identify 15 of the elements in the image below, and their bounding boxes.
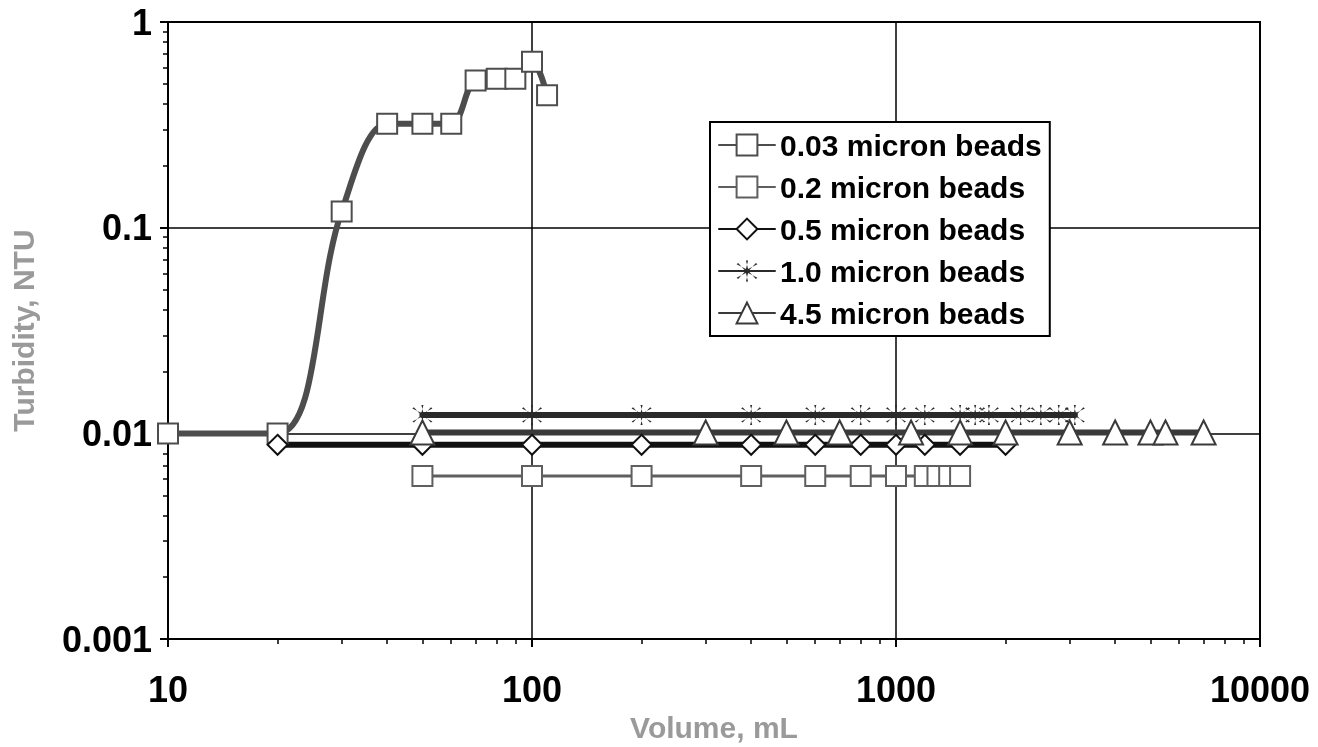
y-tick-label: 0.01 — [81, 412, 152, 454]
x-tick-label: 10000 — [1209, 668, 1311, 710]
y-tick-label: 0.001 — [61, 618, 152, 660]
legend-label: 0.2 micron beads — [780, 170, 1026, 204]
legend-label: 0.5 micron beads — [780, 212, 1026, 246]
legend-label: 0.03 micron beads — [780, 128, 1042, 162]
y-tick-label: 0.1 — [101, 207, 152, 249]
legend-label: 4.5 micron beads — [780, 296, 1026, 330]
y-axis-title: Turbidity, NTU — [6, 229, 40, 432]
x-tick-label: 10 — [147, 668, 189, 710]
x-tick-label: 100 — [501, 668, 563, 710]
legend-label: 1.0 micron beads — [780, 254, 1026, 288]
x-axis-title: Volume, mL — [630, 710, 798, 744]
y-tick-label: 1 — [131, 1, 152, 43]
x-tick-label: 1000 — [855, 668, 937, 710]
